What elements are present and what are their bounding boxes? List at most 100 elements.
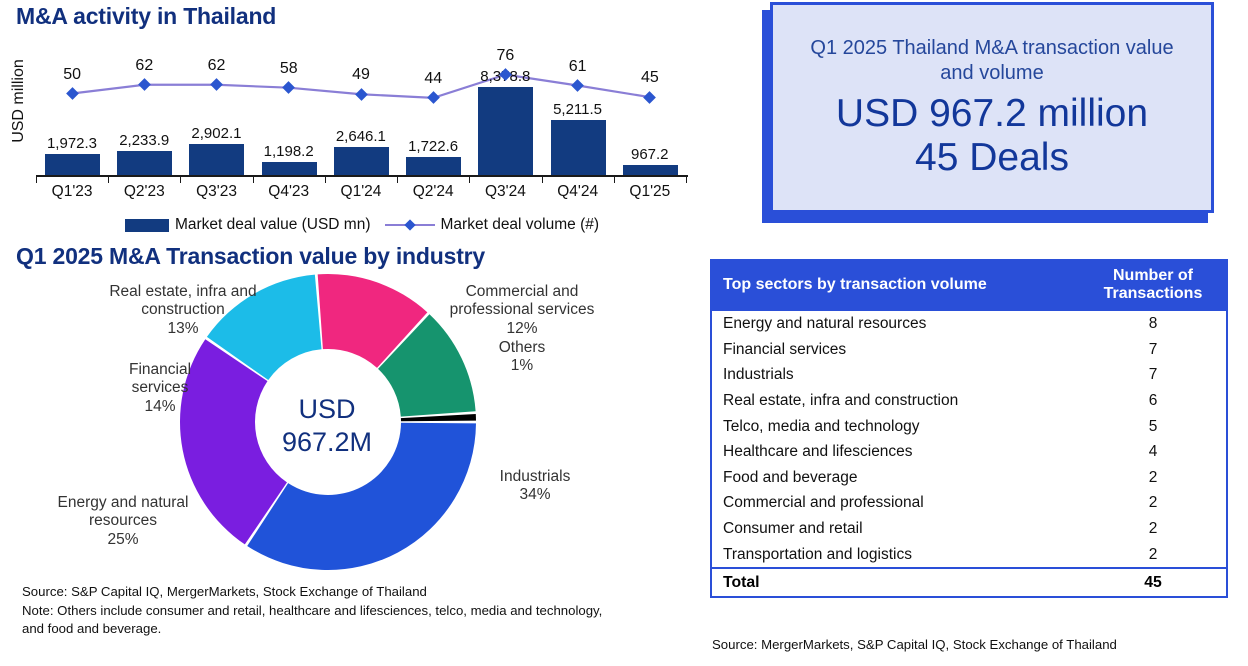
bar-value-label: 2,902.1 (191, 125, 242, 143)
x-axis-tick (324, 177, 326, 183)
pie-label: Energy and natural resources 25% (28, 494, 218, 549)
x-axis-tick (686, 177, 687, 183)
line-value-label: 44 (424, 69, 443, 87)
pie-label-percent: 13% (167, 319, 199, 337)
pie-label-name: Energy and natural resources (57, 494, 189, 530)
source-line-1: Source: S&P Capital IQ, MergerMarkets, S… (22, 584, 427, 599)
table-total-row: Total 45 (712, 567, 1226, 596)
line-value-label: 61 (568, 57, 587, 75)
pie-slice-financial-services (206, 274, 322, 381)
industry-donut-chart: USD 967.2M Industrials 34% Energy and natu… (0, 272, 700, 572)
line-marker-icon (384, 219, 435, 231)
x-axis-tick (36, 177, 37, 183)
right-column: Q1 2025 Thailand M&A transaction value a… (700, 0, 1248, 666)
table-cell-count: 7 (1148, 340, 1158, 358)
bar-swatch-icon (124, 218, 169, 232)
bar-deal-value (189, 144, 245, 175)
bar-group: 2,646.1 (325, 30, 397, 175)
x-axis-label: Q3'23 (196, 183, 237, 200)
table-cell-sector: Energy and natural resources (723, 315, 927, 333)
bar-group: 1,972.3 (36, 30, 108, 175)
pie-label-name: Industrials (499, 468, 571, 485)
line-value-label: 62 (135, 56, 154, 74)
table-header-sector: Top sectors by transaction volume (723, 276, 987, 294)
table-row[interactable]: Industrials 7 (712, 363, 1226, 389)
table-cell-sector: Transportation and logistics (723, 545, 912, 563)
table-row[interactable]: Real estate, infra and construction 6 (712, 388, 1226, 414)
x-axis-line (36, 175, 688, 177)
x-axis-tick (108, 177, 110, 183)
table-cell-count: 2 (1148, 468, 1158, 486)
legend-item-deal-value: Market deal value (USD mn) (124, 216, 371, 234)
line-value-label: 58 (279, 59, 298, 77)
table-cell-count: 2 (1148, 494, 1158, 512)
right-source-note: Source: MergerMarkets, S&P Capital IQ, S… (712, 637, 1117, 652)
callout-value: USD 967.2 million (835, 91, 1149, 135)
pie-label-percent: 12% (506, 319, 538, 337)
table-row[interactable]: Commercial and professional 2 (712, 491, 1226, 517)
legend-label-deal-value: Market deal value (USD mn) (174, 216, 371, 233)
table-header-row: Top sectors by transaction volume Number… (712, 261, 1226, 312)
x-axis-tick (252, 177, 254, 183)
x-axis-label: Q2'23 (123, 183, 165, 200)
bar-deal-value (117, 151, 173, 175)
bar-value-label: 1,972.3 (46, 135, 98, 153)
x-axis-label: Q1'25 (629, 183, 671, 200)
table-row[interactable]: Transportation and logistics 2 (712, 542, 1226, 568)
x-axis-tick (613, 177, 615, 183)
left-column: M&A activity in Thailand USD million 1,9… (0, 0, 700, 666)
bar-group: 2,233.9 (108, 30, 180, 175)
table-cell-sector: Consumer and retail (723, 520, 863, 538)
pie-slice-energy-and-natural-resources (180, 339, 287, 545)
bar-value-label: 1,198.2 (263, 143, 314, 161)
line-value-label: 62 (207, 56, 226, 74)
bar-value-label: 967.2 (630, 145, 669, 163)
table-header-count: Number of Transactions (1080, 267, 1226, 303)
table-row[interactable]: Consumer and retail 2 (712, 516, 1226, 542)
table-row[interactable]: Energy and natural resources 8 (712, 311, 1226, 337)
pie-label-percent: 34% (519, 486, 551, 504)
table-total-count: 45 (1144, 573, 1162, 591)
pie-slice-commercial-and-professional-services (378, 314, 476, 417)
bar-value-label: 1,722.6 (408, 137, 459, 155)
bar-deal-value (333, 147, 389, 175)
legend-item-deal-volume: Market deal volume (#) (384, 216, 600, 234)
table-cell-sector: Real estate, infra and construction (723, 392, 959, 410)
source-line-3: and food and beverage. (22, 621, 162, 637)
bar-group: 1,198.2 (253, 30, 325, 175)
table-cell-count: 2 (1148, 520, 1158, 538)
line-value-label: 45 (640, 69, 659, 87)
legend-label-deal-volume: Market deal volume (#) (440, 216, 600, 233)
pie-label-percent: 25% (107, 530, 139, 548)
pie-label-percent: 1% (510, 357, 534, 375)
line-value-label: 50 (63, 65, 81, 83)
donut-svg (180, 274, 476, 571)
pie-label: Others 1% (462, 339, 582, 376)
table-row[interactable]: Telco, media and technology 5 (712, 414, 1226, 440)
table-row[interactable]: Food and beverage 2 (712, 465, 1226, 491)
x-axis-tick (541, 177, 543, 183)
combo-plot-area: 1,972.3 50 2,233.9 62 2,902.1 62 1,198.2 58 2,64… (36, 30, 686, 175)
table-cell-sector: Financial services (723, 340, 847, 358)
table-cell-count: 7 (1148, 366, 1158, 384)
donut-center-label-2: 967.2M (281, 427, 373, 457)
bar-deal-value (622, 164, 678, 175)
pie-slice-industrials (247, 422, 476, 571)
bar-group: 2,902.1 (180, 30, 252, 175)
line-value-label: 76 (496, 46, 515, 64)
table-row[interactable]: Healthcare and lifesciences 4 (712, 439, 1226, 465)
bar-value-label: 5,211.5 (553, 101, 603, 118)
table-cell-sector: Healthcare and lifesciences (723, 443, 913, 461)
x-axis-tick (180, 177, 182, 183)
table-row[interactable]: Financial services 7 (712, 337, 1226, 363)
x-axis-label: Q3'24 (484, 183, 526, 200)
pie-label-name: Others (498, 339, 546, 356)
donut-chart-title: Q1 2025 M&A Transaction value by industr… (16, 243, 485, 269)
bar-chart-title: M&A activity in Thailand (16, 3, 277, 29)
top-sectors-table: Top sectors by transaction volume Number… (710, 259, 1228, 599)
bar-deal-value (45, 154, 100, 175)
table-cell-count: 5 (1148, 417, 1158, 435)
x-axis-label: Q4'24 (557, 183, 599, 200)
pie-label: Industrials 34% (460, 468, 610, 505)
table-cell-sector: Industrials (723, 366, 794, 384)
